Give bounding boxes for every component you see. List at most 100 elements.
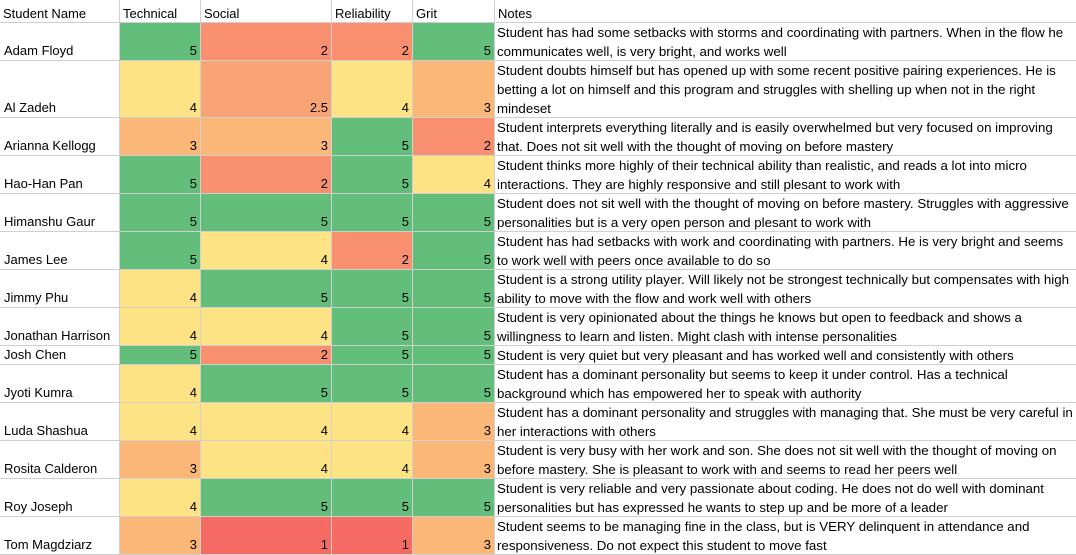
student-name-cell[interactable]: Rosita Calderon xyxy=(0,441,120,479)
technical-score-cell[interactable]: 3 xyxy=(120,118,201,156)
student-name-cell[interactable]: Jyoti Kumra xyxy=(0,365,120,403)
header-student-name[interactable]: Student Name xyxy=(0,0,120,23)
reliability-score-cell[interactable]: 5 xyxy=(332,194,413,232)
technical-score-cell[interactable]: 5 xyxy=(120,194,201,232)
grit-score-cell[interactable]: 5 xyxy=(413,308,495,346)
reliability-score-cell[interactable]: 5 xyxy=(332,308,413,346)
student-name-cell[interactable]: Roy Joseph xyxy=(0,479,120,517)
table-row: Himanshu Gaur 5 5 5 5 Student does not sit we… xyxy=(0,194,1076,232)
reliability-score-cell[interactable]: 1 xyxy=(332,517,413,555)
technical-score-cell[interactable]: 3 xyxy=(120,441,201,479)
technical-score-cell[interactable]: 3 xyxy=(120,517,201,555)
social-score-cell[interactable]: 4 xyxy=(201,308,332,346)
grit-score-cell[interactable]: 2 xyxy=(413,118,495,156)
notes-cell[interactable]: Student thinks more highly of their tech… xyxy=(495,156,1076,194)
technical-score-cell[interactable]: 4 xyxy=(120,270,201,308)
social-score-cell[interactable]: 5 xyxy=(201,270,332,308)
technical-score-cell[interactable]: 4 xyxy=(120,479,201,517)
notes-cell[interactable]: Student does not sit well with the thoug… xyxy=(495,194,1076,232)
header-grit[interactable]: Grit xyxy=(413,0,495,23)
reliability-score-cell[interactable]: 5 xyxy=(332,118,413,156)
social-score-cell[interactable]: 1 xyxy=(201,517,332,555)
grit-score-cell[interactable]: 5 xyxy=(413,365,495,403)
student-name: Jonathan Harrison xyxy=(4,328,111,343)
student-name-cell[interactable]: Josh Chen xyxy=(0,346,120,365)
student-name-cell[interactable]: James Lee xyxy=(0,232,120,270)
student-name-cell[interactable]: Jimmy Phu xyxy=(0,270,120,308)
student-name: Roy Joseph xyxy=(4,499,73,514)
notes-cell[interactable]: Student doubts himself but has opened up… xyxy=(495,61,1076,118)
technical-score-cell[interactable]: 5 xyxy=(120,232,201,270)
student-name-cell[interactable]: Himanshu Gaur xyxy=(0,194,120,232)
header-technical[interactable]: Technical xyxy=(120,0,201,23)
reliability-score-cell[interactable]: 4 xyxy=(332,441,413,479)
social-score-cell[interactable]: 5 xyxy=(201,479,332,517)
reliability-score-cell[interactable]: 5 xyxy=(332,156,413,194)
student-name-cell[interactable]: Arianna Kellogg xyxy=(0,118,120,156)
grit-score-cell[interactable]: 3 xyxy=(413,441,495,479)
social-score-cell[interactable]: 5 xyxy=(201,365,332,403)
student-name: Arianna Kellogg xyxy=(4,138,96,153)
social-score-cell[interactable]: 4 xyxy=(201,403,332,441)
grit-score-cell[interactable]: 3 xyxy=(413,517,495,555)
social-score-cell[interactable]: 2 xyxy=(201,156,332,194)
grit-score-cell[interactable]: 5 xyxy=(413,270,495,308)
technical-score-cell[interactable]: 4 xyxy=(120,61,201,118)
notes-cell[interactable]: Student is very opinionated about the th… xyxy=(495,308,1076,346)
grit-score-cell[interactable]: 5 xyxy=(413,479,495,517)
grit-score-cell[interactable]: 3 xyxy=(413,61,495,118)
notes-cell[interactable]: Student interprets everything literally … xyxy=(495,118,1076,156)
header-row: Student Name Technical Social Reliabilit… xyxy=(0,0,1076,23)
student-name-cell[interactable]: Al Zadeh xyxy=(0,61,120,118)
notes-cell[interactable]: Student is very quiet but very pleasant … xyxy=(495,346,1076,365)
social-score-cell[interactable]: 2 xyxy=(201,23,332,61)
student-name-cell[interactable]: Tom Magdziarz xyxy=(0,517,120,555)
notes-cell[interactable]: Student is very busy with her work and s… xyxy=(495,441,1076,479)
header-social[interactable]: Social xyxy=(201,0,332,23)
social-score-cell[interactable]: 3 xyxy=(201,118,332,156)
technical-score-cell[interactable]: 4 xyxy=(120,403,201,441)
notes-cell[interactable]: Student has had setbacks with work and c… xyxy=(495,232,1076,270)
social-score: 2.5 xyxy=(309,100,328,115)
technical-score-cell[interactable]: 5 xyxy=(120,156,201,194)
reliability-score-cell[interactable]: 2 xyxy=(332,232,413,270)
reliability-score-cell[interactable]: 5 xyxy=(332,479,413,517)
notes-cell[interactable]: Student has a dominant personality but s… xyxy=(495,365,1076,403)
reliability-score-cell[interactable]: 4 xyxy=(332,61,413,118)
student-name-cell[interactable]: Jonathan Harrison xyxy=(0,308,120,346)
grit-score-cell[interactable]: 5 xyxy=(413,194,495,232)
grit-score: 3 xyxy=(483,537,491,552)
grit-score-cell[interactable]: 5 xyxy=(413,23,495,61)
reliability-score-cell[interactable]: 4 xyxy=(332,403,413,441)
notes-cell[interactable]: Student is a strong utility player. Will… xyxy=(495,270,1076,308)
grit-score-cell[interactable]: 5 xyxy=(413,346,495,365)
student-name-cell[interactable]: Hao-Han Pan xyxy=(0,156,120,194)
technical-score-cell[interactable]: 5 xyxy=(120,23,201,61)
social-score-cell[interactable]: 4 xyxy=(201,232,332,270)
student-name-cell[interactable]: Adam Floyd xyxy=(0,23,120,61)
grit-score-cell[interactable]: 3 xyxy=(413,403,495,441)
technical-score: 5 xyxy=(189,214,197,229)
grit-score-cell[interactable]: 4 xyxy=(413,156,495,194)
header-notes[interactable]: Notes xyxy=(495,0,1076,23)
technical-score-cell[interactable]: 4 xyxy=(120,308,201,346)
student-name-cell[interactable]: Luda Shashua xyxy=(0,403,120,441)
reliability-score-cell[interactable]: 5 xyxy=(332,346,413,365)
reliability-score-cell[interactable]: 5 xyxy=(332,365,413,403)
social-score-cell[interactable]: 2.5 xyxy=(201,61,332,118)
reliability-score-cell[interactable]: 5 xyxy=(332,270,413,308)
social-score-cell[interactable]: 4 xyxy=(201,441,332,479)
social-score-cell[interactable]: 5 xyxy=(201,194,332,232)
reliability-score-cell[interactable]: 2 xyxy=(332,23,413,61)
technical-score-cell[interactable]: 4 xyxy=(120,365,201,403)
notes-cell[interactable]: Student is very reliable and very passio… xyxy=(495,479,1076,517)
table-row: Jimmy Phu 4 5 5 5 Student is a strong utility… xyxy=(0,270,1076,308)
social-score-cell[interactable]: 2 xyxy=(201,346,332,365)
notes-cell[interactable]: Student has had some setbacks with storm… xyxy=(495,23,1076,61)
header-reliability[interactable]: Reliability xyxy=(332,0,413,23)
technical-score-cell[interactable]: 5 xyxy=(120,346,201,365)
notes-text: Student thinks more highly of their tech… xyxy=(497,158,1027,192)
grit-score-cell[interactable]: 5 xyxy=(413,232,495,270)
notes-cell[interactable]: Student seems to be managing fine in the… xyxy=(495,517,1076,555)
notes-cell[interactable]: Student has a dominant personality and s… xyxy=(495,403,1076,441)
